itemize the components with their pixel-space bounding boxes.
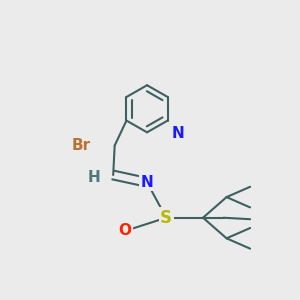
Text: N: N: [172, 126, 184, 141]
Text: O: O: [118, 224, 131, 238]
Text: N: N: [141, 175, 153, 190]
Text: S: S: [160, 209, 172, 227]
Text: H: H: [88, 170, 100, 185]
Text: Br: Br: [71, 138, 90, 153]
